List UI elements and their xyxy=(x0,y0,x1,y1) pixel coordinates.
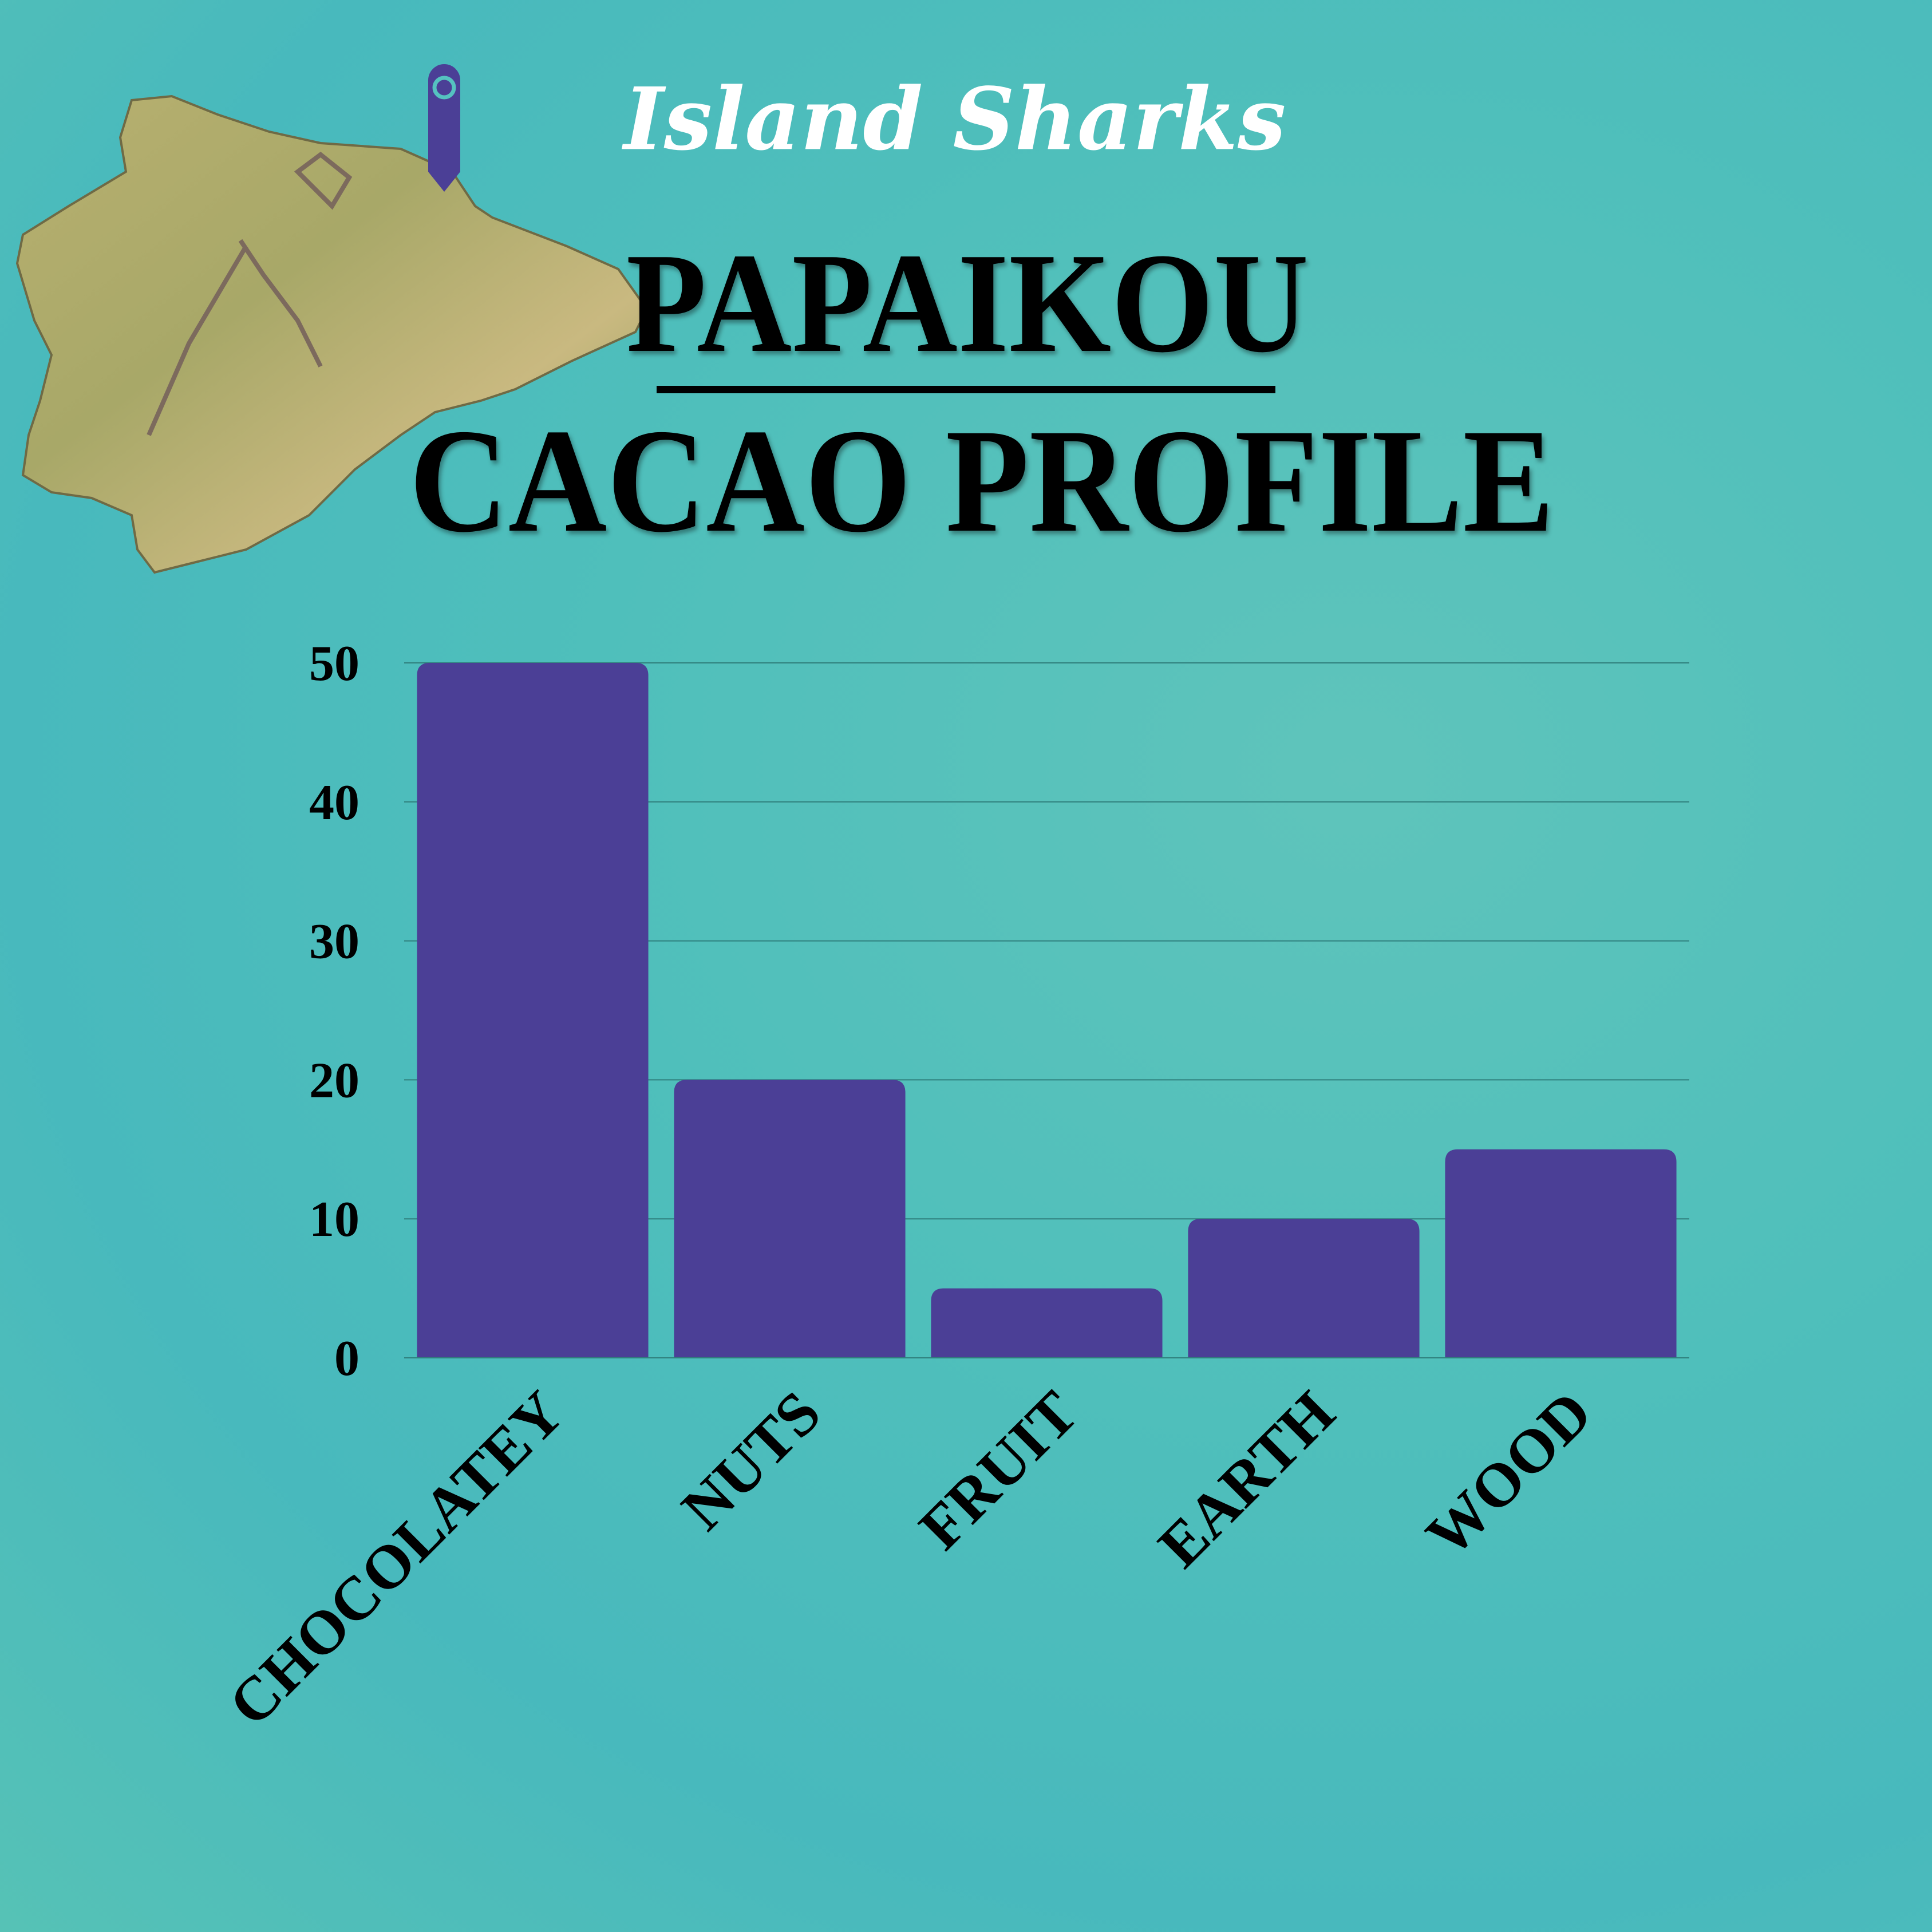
title-line-1: PAPAIKOU xyxy=(626,224,1309,382)
y-tick-label: 0 xyxy=(334,1331,359,1386)
x-tick-label: CHOCOLATEY xyxy=(216,1378,576,1739)
bar xyxy=(931,1288,1163,1358)
y-tick-label: 20 xyxy=(309,1053,359,1108)
bar-chart: 0 10 20 30 40 50 CHOCOLATEY NUTS FRUIT EARTH WOOD xyxy=(216,636,1689,1739)
bar xyxy=(1188,1219,1420,1358)
y-tick-label: 50 xyxy=(309,636,359,692)
y-tick-label: 30 xyxy=(309,914,359,970)
location-pin-icon xyxy=(428,64,460,192)
title-line-2: CACAO PROFILE xyxy=(409,398,1555,563)
x-tick-label: NUTS xyxy=(669,1378,834,1543)
terrain-ridges xyxy=(147,151,353,436)
bar xyxy=(417,663,649,1358)
y-tick-label: 10 xyxy=(309,1192,359,1247)
x-tick-label: EARTH xyxy=(1145,1378,1348,1581)
brand-logo: Island Sharks xyxy=(623,69,1286,170)
y-tick-label: 40 xyxy=(309,775,359,831)
x-tick-label: WOOD xyxy=(1413,1378,1605,1570)
bar xyxy=(1445,1149,1677,1358)
x-tick-label: FRUIT xyxy=(907,1378,1091,1563)
title-divider xyxy=(657,386,1275,393)
island-map-icon xyxy=(15,94,649,574)
bar xyxy=(674,1080,906,1358)
